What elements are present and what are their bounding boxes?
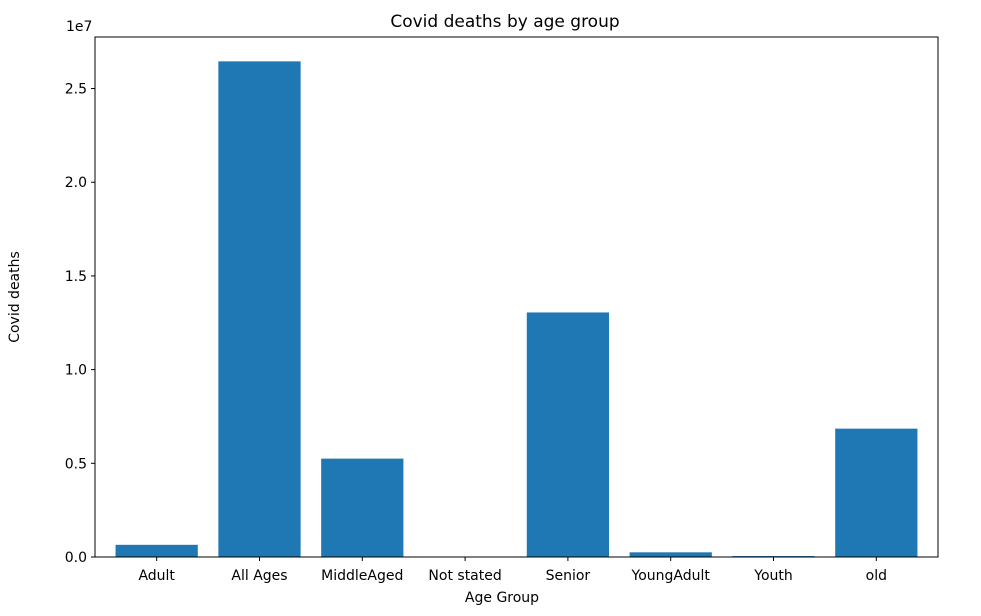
y-tick-label: 0.5 (65, 456, 87, 472)
x-tick-label-not-stated: Not stated (428, 568, 501, 584)
y-tick-label: 0.0 (65, 550, 87, 566)
x-axis-label: Age Group (465, 590, 539, 606)
x-tick-label-middleaged: MiddleAged (321, 568, 403, 584)
y-scale-label: 1e7 (66, 19, 92, 35)
x-tick-label-adult: Adult (138, 568, 175, 584)
x-tick-label-senior: Senior (546, 568, 591, 584)
y-ticks-group: 0.0 0.5 1.0 1.5 2.0 2.5 (65, 82, 95, 566)
bar-all-ages (218, 61, 301, 558)
x-tick-label-youth: Youth (753, 568, 793, 584)
bar-middleaged (321, 458, 404, 557)
x-tick-label-all-ages: All Ages (231, 568, 287, 584)
chart-title: Covid deaths by age group (390, 12, 619, 32)
y-tick-label: 2.5 (65, 82, 87, 98)
x-tick-label-old: old (866, 568, 887, 584)
bar-senior (526, 312, 610, 557)
y-tick-label: 2.0 (65, 175, 87, 191)
bar-old (835, 428, 918, 557)
y-tick-label: 1.0 (65, 363, 87, 379)
bar-adult (115, 544, 198, 557)
x-tick-label-youngadult: YoungAdult (631, 568, 711, 584)
y-axis-label: Covid deaths (7, 251, 23, 343)
bar-youngadult (629, 552, 712, 557)
x-ticks-group: Adult All Ages MiddleAged Not stated Senior Y… (138, 557, 887, 584)
plot-area-frame (94, 36, 939, 558)
bars-group (115, 61, 918, 558)
y-tick-label: 1.5 (65, 269, 87, 285)
